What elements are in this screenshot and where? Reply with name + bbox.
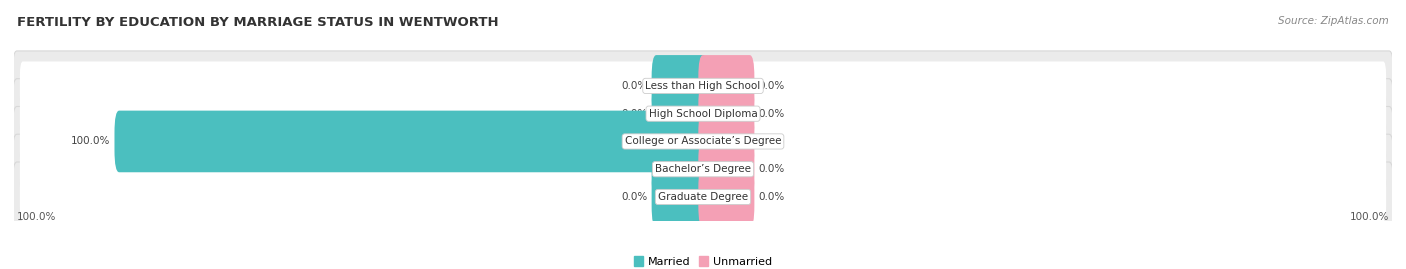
Text: Bachelor’s Degree: Bachelor’s Degree [655, 164, 751, 174]
FancyBboxPatch shape [699, 111, 755, 172]
FancyBboxPatch shape [651, 55, 707, 117]
FancyBboxPatch shape [13, 79, 1393, 149]
Text: 0.0%: 0.0% [621, 164, 648, 174]
FancyBboxPatch shape [699, 166, 755, 228]
FancyBboxPatch shape [651, 138, 707, 200]
FancyBboxPatch shape [651, 166, 707, 228]
FancyBboxPatch shape [699, 138, 755, 200]
Text: 0.0%: 0.0% [758, 109, 785, 119]
Text: Source: ZipAtlas.com: Source: ZipAtlas.com [1278, 16, 1389, 26]
Text: Less than High School: Less than High School [645, 81, 761, 91]
FancyBboxPatch shape [651, 83, 707, 144]
Text: 100.0%: 100.0% [17, 212, 56, 222]
Text: Graduate Degree: Graduate Degree [658, 192, 748, 202]
FancyBboxPatch shape [13, 51, 1393, 121]
FancyBboxPatch shape [13, 107, 1393, 176]
FancyBboxPatch shape [13, 162, 1393, 232]
Text: 0.0%: 0.0% [758, 81, 785, 91]
Text: College or Associate’s Degree: College or Associate’s Degree [624, 136, 782, 146]
Text: 100.0%: 100.0% [1350, 212, 1389, 222]
FancyBboxPatch shape [20, 117, 1386, 166]
Text: FERTILITY BY EDUCATION BY MARRIAGE STATUS IN WENTWORTH: FERTILITY BY EDUCATION BY MARRIAGE STATU… [17, 16, 499, 29]
FancyBboxPatch shape [699, 83, 755, 144]
Text: 0.0%: 0.0% [758, 192, 785, 202]
FancyBboxPatch shape [20, 89, 1386, 138]
Text: 0.0%: 0.0% [758, 136, 785, 146]
FancyBboxPatch shape [20, 145, 1386, 194]
Text: 0.0%: 0.0% [621, 109, 648, 119]
FancyBboxPatch shape [20, 172, 1386, 221]
Legend: Married, Unmarried: Married, Unmarried [634, 256, 772, 267]
FancyBboxPatch shape [13, 134, 1393, 204]
Text: 0.0%: 0.0% [621, 81, 648, 91]
Text: 100.0%: 100.0% [72, 136, 111, 146]
FancyBboxPatch shape [699, 55, 755, 117]
Text: 0.0%: 0.0% [758, 164, 785, 174]
Text: High School Diploma: High School Diploma [648, 109, 758, 119]
FancyBboxPatch shape [20, 62, 1386, 110]
Text: 0.0%: 0.0% [621, 192, 648, 202]
FancyBboxPatch shape [114, 111, 707, 172]
